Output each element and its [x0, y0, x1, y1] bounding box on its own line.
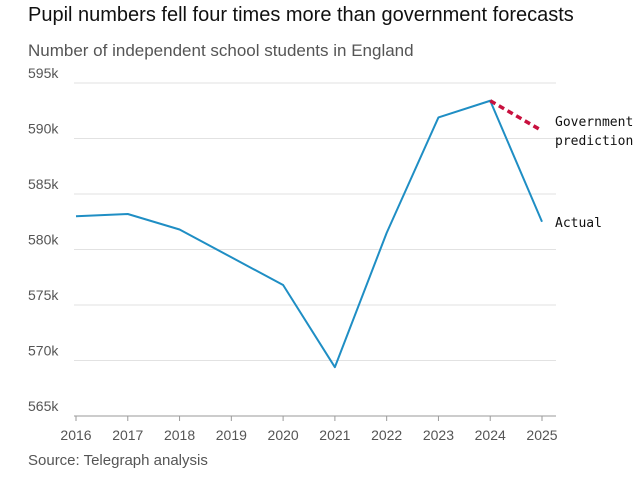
chart-title: Pupil numbers fell four times more than … — [28, 4, 574, 26]
x-tick-label: 2022 — [371, 427, 402, 443]
x-tick-label: 2020 — [268, 427, 299, 443]
y-tick-label: 580k — [28, 232, 59, 248]
x-tick-label: 2017 — [112, 427, 143, 443]
series-label: Actual — [555, 216, 602, 231]
prediction-line — [489, 99, 543, 133]
x-tick-label: 2023 — [423, 427, 454, 443]
series-label: prediction — [555, 134, 633, 149]
grid-lines — [74, 82, 556, 417]
source-note: Source: Telegraph analysis — [28, 452, 208, 469]
x-tick-label: 2016 — [60, 427, 91, 443]
x-tick-label: 2024 — [475, 427, 506, 443]
x-axis-ticks: 2016 2017 2018 2019 2020 2021 2022 2023 2024 2025 — [60, 416, 558, 443]
y-tick-label: 565k — [28, 398, 59, 414]
x-tick-label: 2021 — [319, 427, 350, 443]
actual-line — [75, 99, 543, 369]
y-tick-label: 595k — [28, 65, 59, 81]
x-tick-label: 2025 — [526, 427, 557, 443]
series-lines — [75, 99, 543, 369]
y-tick-label: 570k — [28, 343, 59, 359]
chart-subtitle: Number of independent school students in… — [28, 41, 414, 60]
y-tick-label: 590k — [28, 121, 59, 137]
y-axis-ticks: 565k 570k 575k 580k 585k 590k 595k — [28, 65, 59, 414]
x-tick-label: 2018 — [164, 427, 195, 443]
y-tick-label: 585k — [28, 176, 59, 192]
x-tick-label: 2019 — [216, 427, 247, 443]
series-annotations: Government prediction Actual — [555, 115, 633, 231]
y-tick-label: 575k — [28, 287, 59, 303]
series-label: Government — [555, 115, 633, 130]
